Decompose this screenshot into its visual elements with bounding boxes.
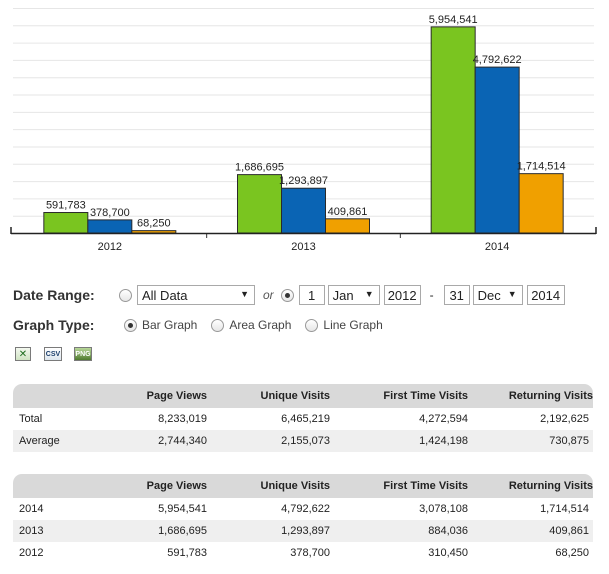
data-label: 5,954,541 bbox=[429, 14, 478, 26]
end-day-input[interactable]: 31 bbox=[443, 285, 470, 305]
column-header: Page Views bbox=[108, 384, 215, 408]
date-dash: - bbox=[429, 288, 434, 302]
table-cell: 4,272,594 bbox=[419, 413, 468, 425]
csv-icon-text: CSV bbox=[45, 350, 61, 358]
table-cell: Average bbox=[13, 430, 108, 452]
x-tick-label: 2012 bbox=[98, 241, 122, 253]
end-month-select[interactable]: Dec ▼ bbox=[472, 285, 523, 305]
csv-export-icon[interactable]: CSV bbox=[44, 347, 62, 361]
data-label: 68,250 bbox=[137, 218, 171, 230]
chevron-down-icon: ▼ bbox=[507, 289, 517, 299]
table-cell: 1,686,695 bbox=[108, 520, 215, 542]
all-data-select-value: All Data bbox=[142, 287, 188, 303]
column-header: Unique Visits bbox=[215, 474, 338, 498]
bar-2012-series-2 bbox=[87, 219, 133, 234]
x-tick-label: 2014 bbox=[485, 241, 509, 253]
table-cell: 2,744,340 bbox=[108, 430, 215, 452]
bar-2013-series-3 bbox=[325, 218, 370, 234]
column-header: Page Views bbox=[108, 474, 215, 498]
bar-graph-label[interactable]: Bar Graph bbox=[142, 318, 198, 332]
end-year-input[interactable]: 2014 bbox=[526, 285, 565, 305]
custom-range-radio[interactable] bbox=[280, 288, 294, 302]
table-cell: 2012 bbox=[19, 547, 44, 559]
yearly-table-header: Page Views Unique Visits First Time Visi… bbox=[13, 474, 593, 498]
x-tick-label: 2013 bbox=[291, 241, 315, 253]
table-cell: 2014 bbox=[19, 503, 44, 515]
data-label: 378,700 bbox=[90, 207, 130, 219]
table-cell: 1,293,897 bbox=[215, 520, 338, 542]
chevron-down-icon: ▼ bbox=[364, 289, 374, 299]
table-cell: 4,792,622 bbox=[281, 503, 330, 515]
start-month-select[interactable]: Jan ▼ bbox=[327, 285, 380, 305]
date-range-label: Date Range: bbox=[13, 287, 95, 303]
area-graph-radio[interactable] bbox=[211, 318, 225, 332]
graph-type-row: Graph Type: Bar Graph Area Graph Line Gr… bbox=[13, 314, 383, 336]
start-month-value: Jan bbox=[332, 287, 354, 303]
or-text: or bbox=[263, 288, 274, 302]
column-header: Unique Visits bbox=[215, 384, 338, 408]
line-graph-radio[interactable] bbox=[305, 318, 319, 332]
column-header: First Time Visits bbox=[338, 474, 476, 498]
bar-2012-series-1 bbox=[43, 212, 89, 234]
data-label: 4,792,622 bbox=[473, 54, 522, 66]
table-cell: 5,954,541 bbox=[158, 503, 207, 515]
data-label: 1,714,514 bbox=[517, 161, 566, 173]
table-cell: 8,233,019 bbox=[158, 413, 207, 425]
column-header bbox=[13, 474, 108, 498]
table-cell: 2,155,073 bbox=[215, 430, 338, 452]
column-header: First Time Visits bbox=[338, 384, 476, 408]
table-cell: 68,250 bbox=[555, 547, 589, 559]
table-row: 2013 1,686,695 1,293,897 884,036 409,861 bbox=[13, 520, 593, 542]
table-cell: 310,450 bbox=[428, 547, 468, 559]
start-year-input[interactable]: 2012 bbox=[383, 285, 421, 305]
data-label: 1,686,695 bbox=[235, 162, 284, 174]
png-icon-text: PNG bbox=[75, 350, 91, 358]
visits-bar-chart: 591,783 378,700 68,250 2012 1,686,695 1,293,8… bbox=[0, 0, 609, 262]
all-data-select[interactable]: All Data ▼ bbox=[137, 285, 255, 305]
data-label: 409,861 bbox=[328, 206, 368, 218]
table-cell: 6,465,219 bbox=[281, 413, 330, 425]
table-cell: 409,861 bbox=[476, 520, 593, 542]
table-row: 2014 5,954,541 4,792,622 3,078,108 1,714… bbox=[13, 498, 593, 520]
table-cell: 1,714,514 bbox=[540, 503, 589, 515]
column-header: Returning Visits bbox=[476, 474, 593, 498]
yearly-table: Page Views Unique Visits First Time Visi… bbox=[13, 474, 593, 564]
summary-table-header: Page Views Unique Visits First Time Visi… bbox=[13, 384, 593, 408]
start-day-input[interactable]: 1 bbox=[298, 285, 325, 305]
table-row: 2012 591,783 378,700 310,450 68,250 bbox=[13, 542, 593, 564]
bar-2012-series-3 bbox=[131, 230, 177, 234]
table-cell: 2,192,625 bbox=[540, 413, 589, 425]
table-cell: 378,700 bbox=[290, 547, 330, 559]
end-month-value: Dec bbox=[477, 287, 501, 303]
bar-2014-series-3 bbox=[518, 173, 564, 234]
table-cell: 1,424,198 bbox=[338, 430, 476, 452]
bar-2014-series-1 bbox=[430, 26, 476, 234]
table-row: Average 2,744,340 2,155,073 1,424,198 73… bbox=[13, 430, 593, 452]
chart-canvas: 591,783 378,700 68,250 2012 1,686,6951,293,8… bbox=[10, 8, 597, 253]
table-cell: Total bbox=[19, 413, 43, 425]
bar-2014-series-2 bbox=[474, 66, 520, 234]
column-header bbox=[13, 384, 108, 408]
line-graph-label[interactable]: Line Graph bbox=[323, 318, 383, 332]
data-label: 591,783 bbox=[46, 200, 86, 212]
bar-2013-series-1 bbox=[237, 174, 282, 234]
png-export-icon[interactable]: PNG bbox=[74, 347, 92, 361]
data-label: 1,293,897 bbox=[279, 175, 328, 187]
table-cell: 591,783 bbox=[167, 547, 207, 559]
all-data-radio[interactable] bbox=[119, 288, 132, 302]
table-cell: 2013 bbox=[13, 520, 108, 542]
bar-2013-series-2 bbox=[281, 187, 326, 234]
table-cell: 884,036 bbox=[338, 520, 476, 542]
table-cell: 3,078,108 bbox=[419, 503, 468, 515]
column-header: Returning Visits bbox=[476, 384, 593, 408]
date-range-row: Date Range: All Data ▼ or 1 Jan ▼ 2012 -… bbox=[13, 284, 603, 306]
summary-table: Page Views Unique Visits First Time Visi… bbox=[13, 384, 593, 452]
table-cell: 730,875 bbox=[476, 430, 593, 452]
chevron-down-icon: ▼ bbox=[240, 289, 249, 299]
area-graph-label[interactable]: Area Graph bbox=[229, 318, 292, 332]
excel-export-icon[interactable]: ✕ bbox=[15, 347, 31, 361]
table-row: Total 8,233,019 6,465,219 4,272,594 2,19… bbox=[13, 408, 593, 430]
graph-type-label: Graph Type: bbox=[13, 317, 95, 333]
bar-graph-radio[interactable] bbox=[124, 318, 137, 332]
